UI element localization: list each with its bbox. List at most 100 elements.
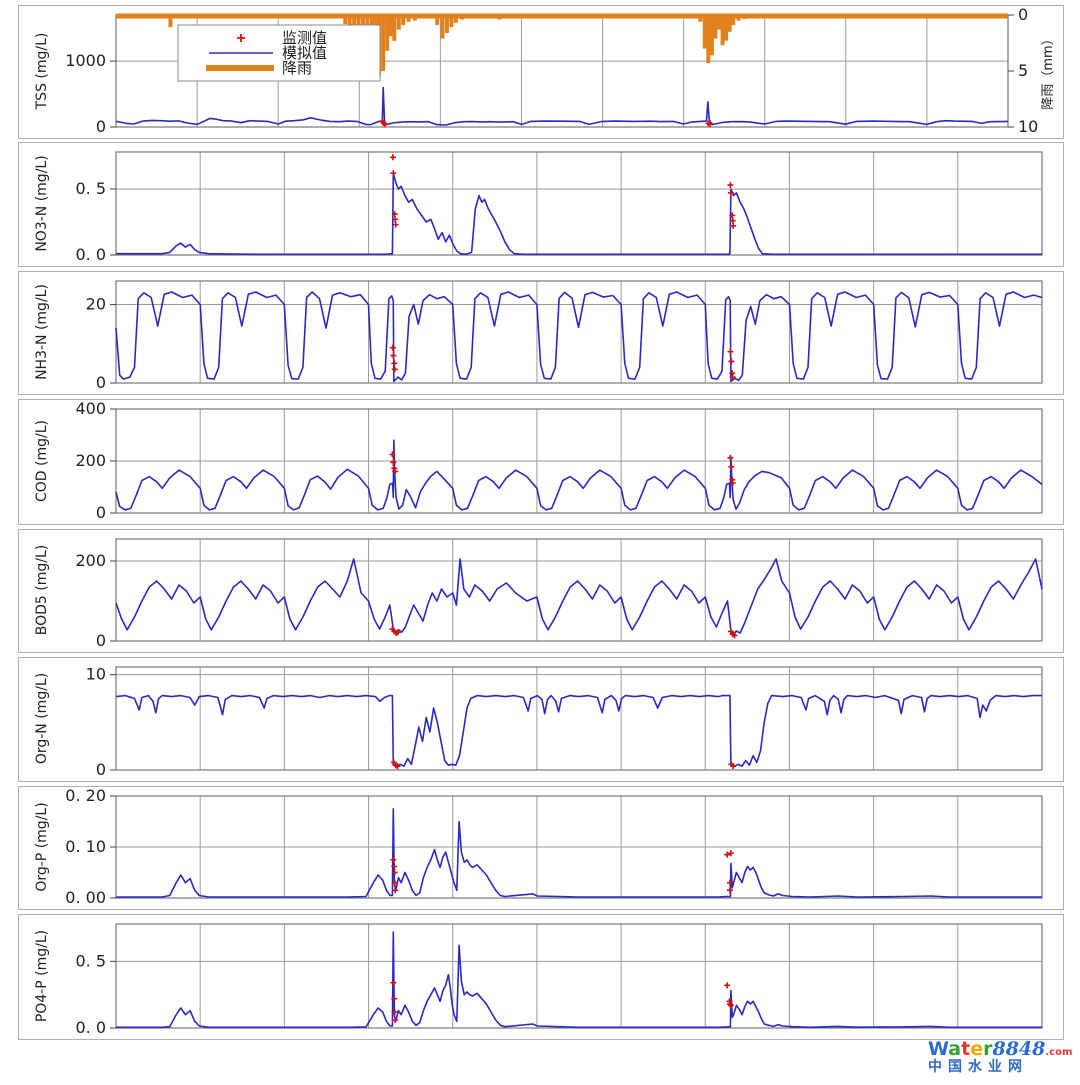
y-tick-label: 0. 00 (65, 888, 106, 907)
monitor-point (391, 211, 398, 218)
legend-marker-monitored (237, 34, 245, 42)
monitor-point (392, 216, 399, 223)
y-axis-label: NH3-N (mg/L) (34, 284, 50, 380)
po4p-plot: 0. 0 0. 5 PO4-P (mg/L) (18, 914, 1064, 1040)
monitor-point (730, 222, 737, 229)
monitor-point (727, 1002, 734, 1009)
monitor-point (727, 189, 734, 196)
monitor-point (731, 632, 738, 639)
plot-border (115, 538, 1043, 642)
watermark: Water8848.com 中国水业网 (928, 1038, 1078, 1075)
monitor-point (726, 887, 733, 894)
monitor-point (391, 879, 398, 886)
panel-frame (18, 142, 1064, 267)
monitor-point (707, 121, 714, 128)
monitor-point (727, 348, 734, 355)
panel-frame (18, 914, 1064, 1040)
rain-tick-label: 0 (1018, 5, 1028, 24)
rain-tick-label: 10 (1018, 117, 1038, 136)
rain-axis-label: 降雨（mm） (1041, 32, 1056, 109)
rain-bar (401, 15, 406, 26)
monitor-point (390, 170, 397, 177)
y-axis-label: Org-P (mg/L) (34, 802, 50, 891)
rain-bar (343, 15, 348, 24)
legend-box (177, 24, 381, 82)
panel-nh3n: 0 20 NH3-N (mg/L) (18, 271, 1064, 395)
y-tick-label: 0. 5 (75, 951, 106, 970)
watermark-letter: a (948, 1038, 962, 1060)
legend-label: 模拟值 (282, 44, 327, 62)
monitor-point (729, 212, 736, 219)
no3n-plot: 0. 0 0. 5 NO3-N (mg/L) (18, 142, 1064, 267)
rain-bar (702, 15, 707, 49)
rain-bar (388, 15, 393, 37)
watermark-tld: .com (1045, 1047, 1073, 1058)
monitor-point (392, 468, 399, 475)
orgp-plot: 0. 00 0. 10 0. 20 Org-P (mg/L) (18, 786, 1064, 910)
rain-bar (453, 15, 458, 23)
rain-bar (444, 15, 449, 33)
panel-po4p: 0. 0 0. 5 PO4-P (mg/L) (18, 914, 1064, 1040)
monitor-point (391, 995, 398, 1002)
monitor-point (727, 850, 734, 857)
cod-plot: 0 200 400 COD (mg/L) (18, 399, 1064, 525)
y-axis-label: TSS (mg/L) (34, 33, 50, 111)
monitor-point (389, 451, 396, 458)
rain-tick-label: 5 (1018, 61, 1028, 80)
rain-bar (724, 15, 729, 41)
y-tick-label: 200 (75, 551, 106, 570)
watermark-letter: e (970, 1038, 984, 1060)
rain-bar (727, 15, 732, 32)
monitor-point (389, 154, 396, 161)
rain-bar (392, 15, 397, 41)
panel-cod: 0 200 400 COD (mg/L) (18, 399, 1064, 525)
monitor-point (728, 358, 735, 365)
simulated-line (116, 172, 1042, 256)
legend-label: 降雨 (282, 59, 312, 77)
rain-bar (385, 15, 390, 51)
rain-bar (720, 15, 725, 46)
monitor-point (394, 763, 401, 770)
rain-baseline (116, 13, 1008, 19)
y-tick-label: 10 (86, 665, 106, 684)
simulated-line (116, 807, 1042, 898)
monitor-point (381, 121, 388, 128)
monitor-point (391, 465, 398, 472)
y-tick-label: 0. 0 (75, 1018, 106, 1037)
monitor-point (729, 480, 736, 487)
rain-bar (731, 15, 736, 26)
watermark-number: 8848 (992, 1038, 1046, 1060)
simulated-line (115, 291, 1043, 383)
orgn-plot: 0 10 Org-N (mg/L) (18, 657, 1064, 782)
y-axis-label: Org-N (mg/L) (34, 673, 50, 764)
monitor-point (728, 463, 735, 470)
monitor-point (730, 763, 737, 770)
monitor-point (724, 982, 731, 989)
monitor-point (392, 221, 399, 228)
monitor-point (729, 374, 736, 381)
y-tick-label: 0. 5 (75, 179, 106, 198)
rain-bar (396, 15, 401, 30)
rain-bar (716, 15, 721, 30)
y-tick-label: 0 (96, 631, 106, 650)
monitor-point (390, 856, 397, 863)
panel-orgp: 0. 00 0. 10 0. 20 Org-P (mg/L) (18, 786, 1064, 910)
rain-bar (709, 15, 714, 56)
y-tick-label: 1000 (65, 51, 106, 70)
y-tick-label: 0 (96, 117, 106, 136)
monitor-point (729, 217, 736, 224)
rain-bar (706, 15, 711, 64)
y-tick-label: 200 (75, 451, 106, 470)
rain-bar (440, 15, 445, 39)
panel-frame (18, 399, 1064, 525)
panel-frame (18, 5, 1064, 139)
rain-bar (381, 15, 386, 71)
y-tick-label: 0 (96, 760, 106, 779)
watermark-letter: W (928, 1038, 949, 1060)
monitor-point (391, 1009, 398, 1015)
panel-frame (18, 529, 1064, 653)
monitor-point (394, 629, 401, 636)
panel-frame (18, 271, 1064, 395)
monitor-point (390, 352, 397, 359)
